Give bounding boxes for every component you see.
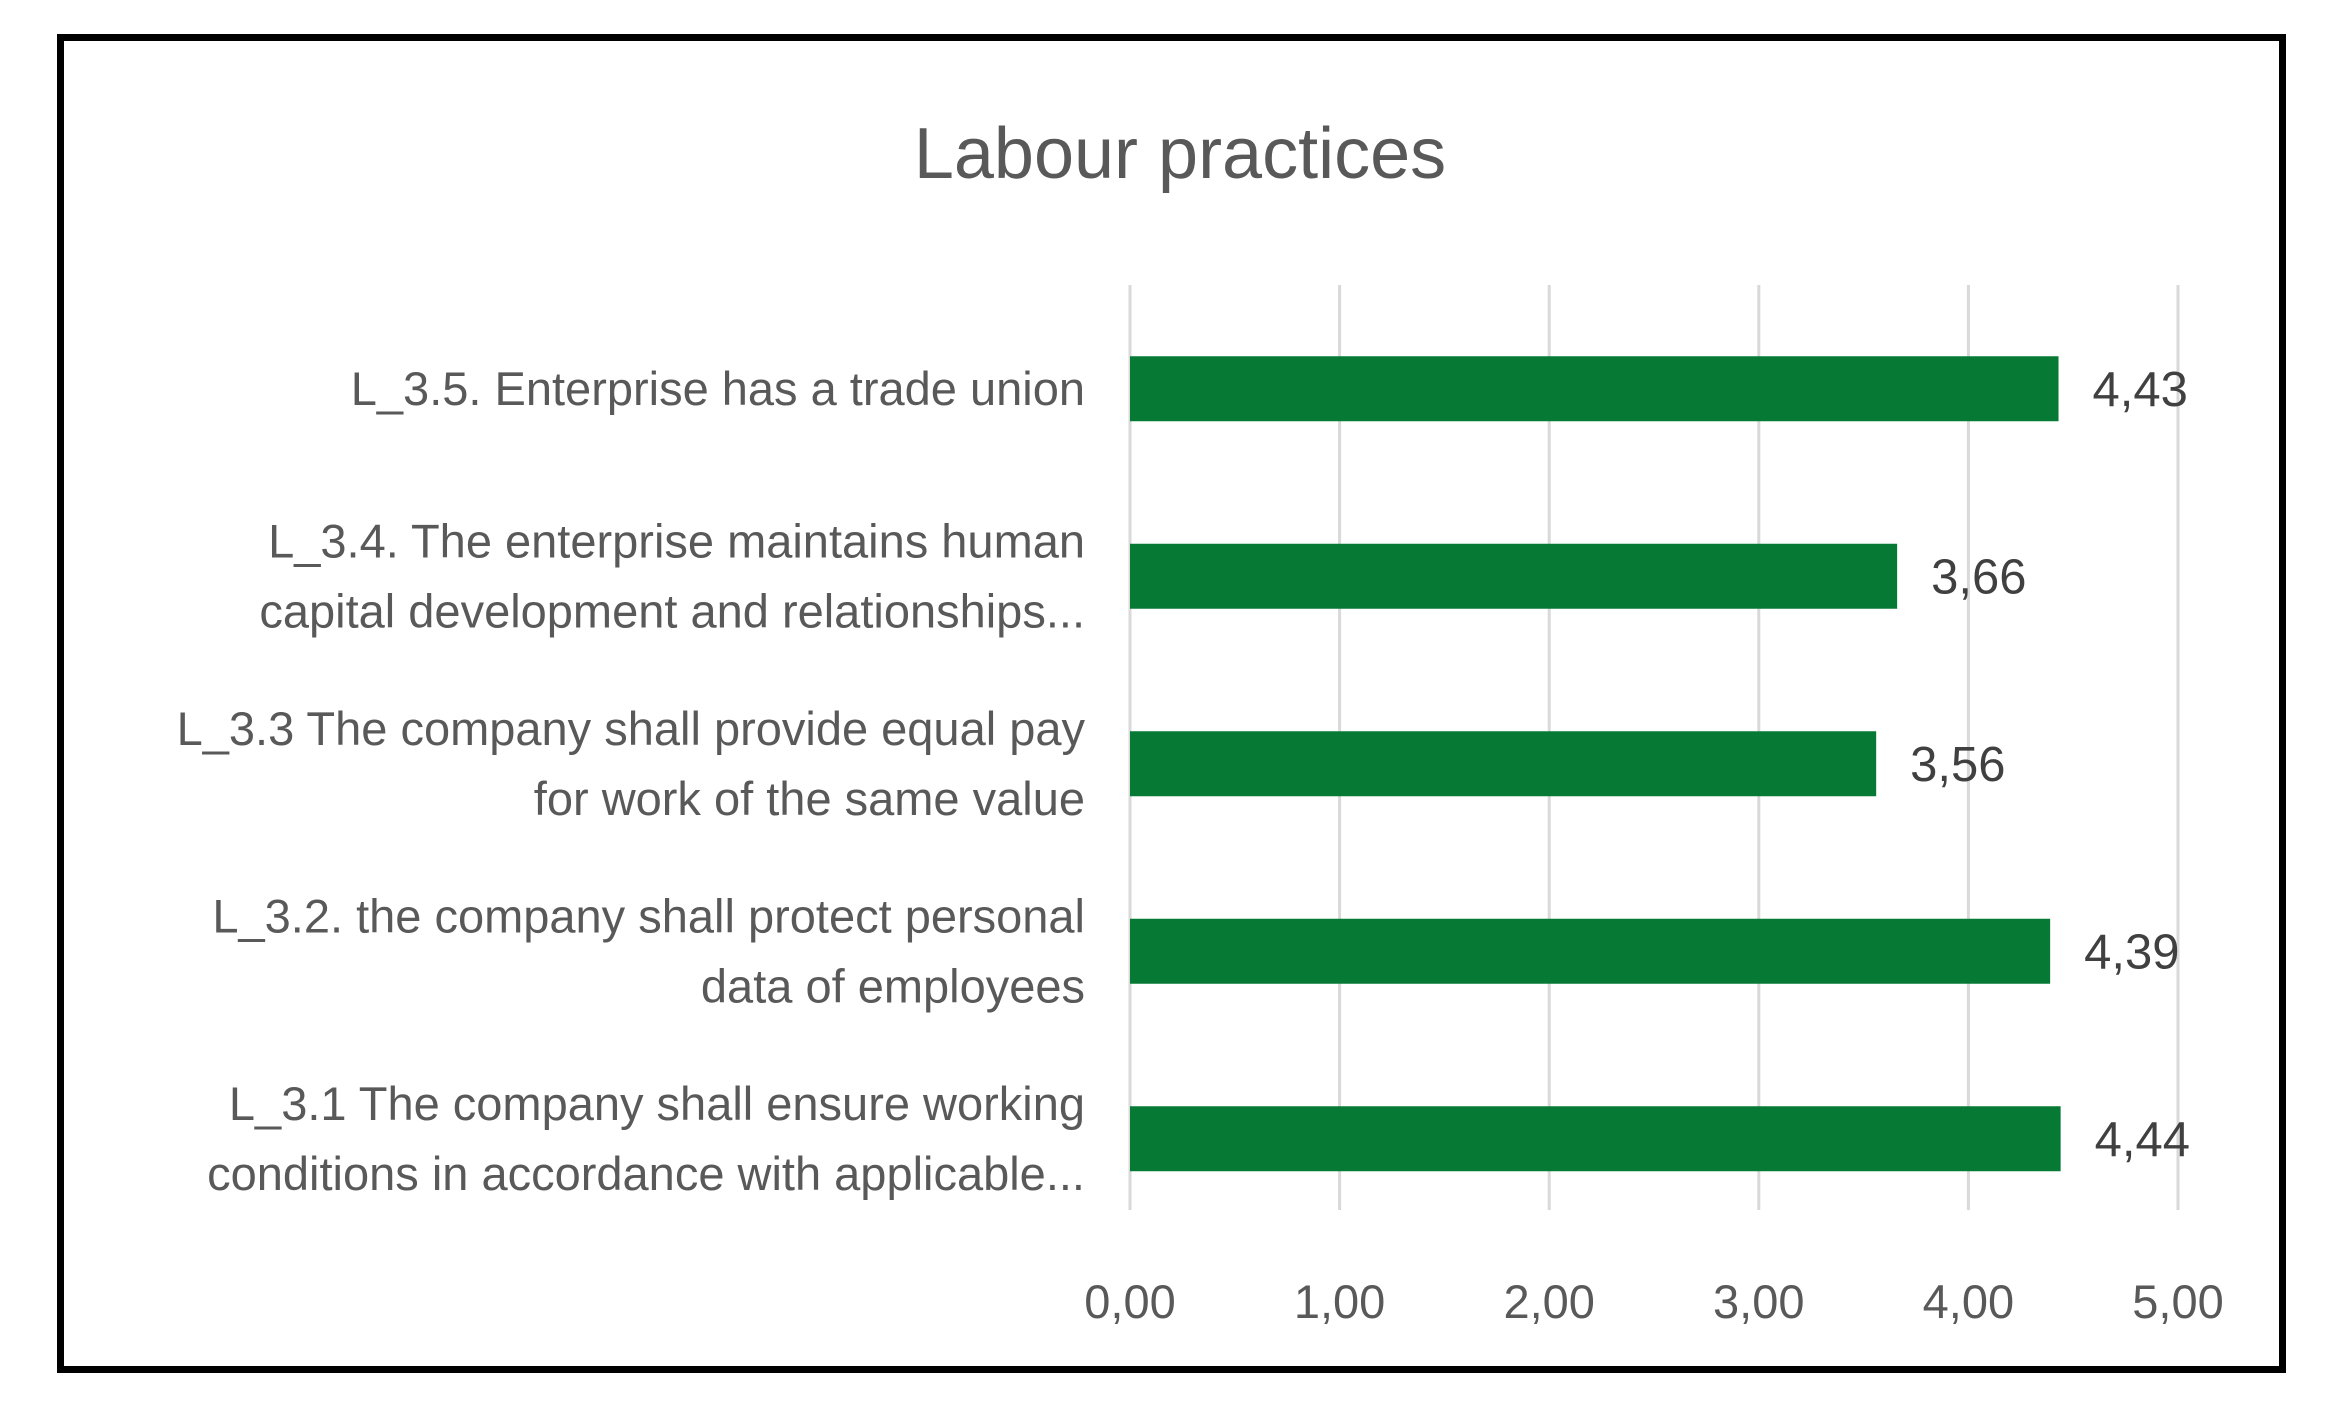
category-label-line: L_3.2. the company shall protect persona…	[212, 889, 1085, 942]
chart-title: Labour practices	[914, 114, 1446, 194]
x-tick-label: 1,00	[1294, 1275, 1385, 1328]
category-label: L_3.1 The company shall ensure working co…	[207, 1077, 1085, 1200]
gridlines	[1128, 285, 2180, 1210]
category-label-line: L_3.1 The company shall ensure working	[229, 1077, 1085, 1130]
x-tick-label: 0,00	[1084, 1275, 1175, 1328]
category-label-line: L_3.4. The enterprise maintains human	[268, 514, 1085, 567]
x-tick-label: 4,00	[1923, 1275, 2014, 1328]
bar	[1130, 543, 1898, 609]
bar	[1130, 1106, 2061, 1172]
bar	[1130, 731, 1877, 797]
x-tick-label: 3,00	[1713, 1275, 1804, 1328]
category-label-line: L_3.5. Enterprise has a trade union	[351, 362, 1085, 415]
category-label: L_3.5. Enterprise has a trade union	[351, 362, 1085, 415]
x-tick-label: 5,00	[2132, 1275, 2223, 1328]
category-label-line: conditions in accordance with applicable…	[207, 1147, 1085, 1200]
data-label: 4,43	[2093, 363, 2188, 417]
category-labels: L_3.5. Enterprise has a trade union L_3.4…	[177, 362, 1086, 1200]
category-label-line: capital development and relationships...	[259, 584, 1085, 637]
category-label-line: L_3.3 The company shall provide equal pa…	[177, 702, 1086, 755]
data-label: 4,39	[2084, 925, 2179, 979]
category-label: L_3.2. the company shall protect persona…	[212, 889, 1085, 1012]
bar	[1130, 918, 2051, 984]
data-label: 4,44	[2095, 1113, 2190, 1167]
category-label-line: for work of the same value	[534, 772, 1085, 825]
data-labels: 4,43 3,66 3,56 4,39 4,44	[1910, 363, 2190, 1167]
category-label-line: data of employees	[701, 959, 1085, 1012]
x-axis-tick-labels: 0,00 1,00 2,00 3,00 4,00 5,00	[1084, 1275, 2223, 1328]
data-label: 3,66	[1931, 550, 2026, 604]
data-label: 3,56	[1910, 738, 2005, 792]
bars	[1130, 356, 2061, 1172]
bar	[1130, 356, 2059, 422]
category-label: L_3.4. The enterprise maintains human cap…	[259, 514, 1085, 637]
x-tick-label: 2,00	[1503, 1275, 1594, 1328]
category-label: L_3.3 The company shall provide equal pa…	[177, 702, 1086, 825]
